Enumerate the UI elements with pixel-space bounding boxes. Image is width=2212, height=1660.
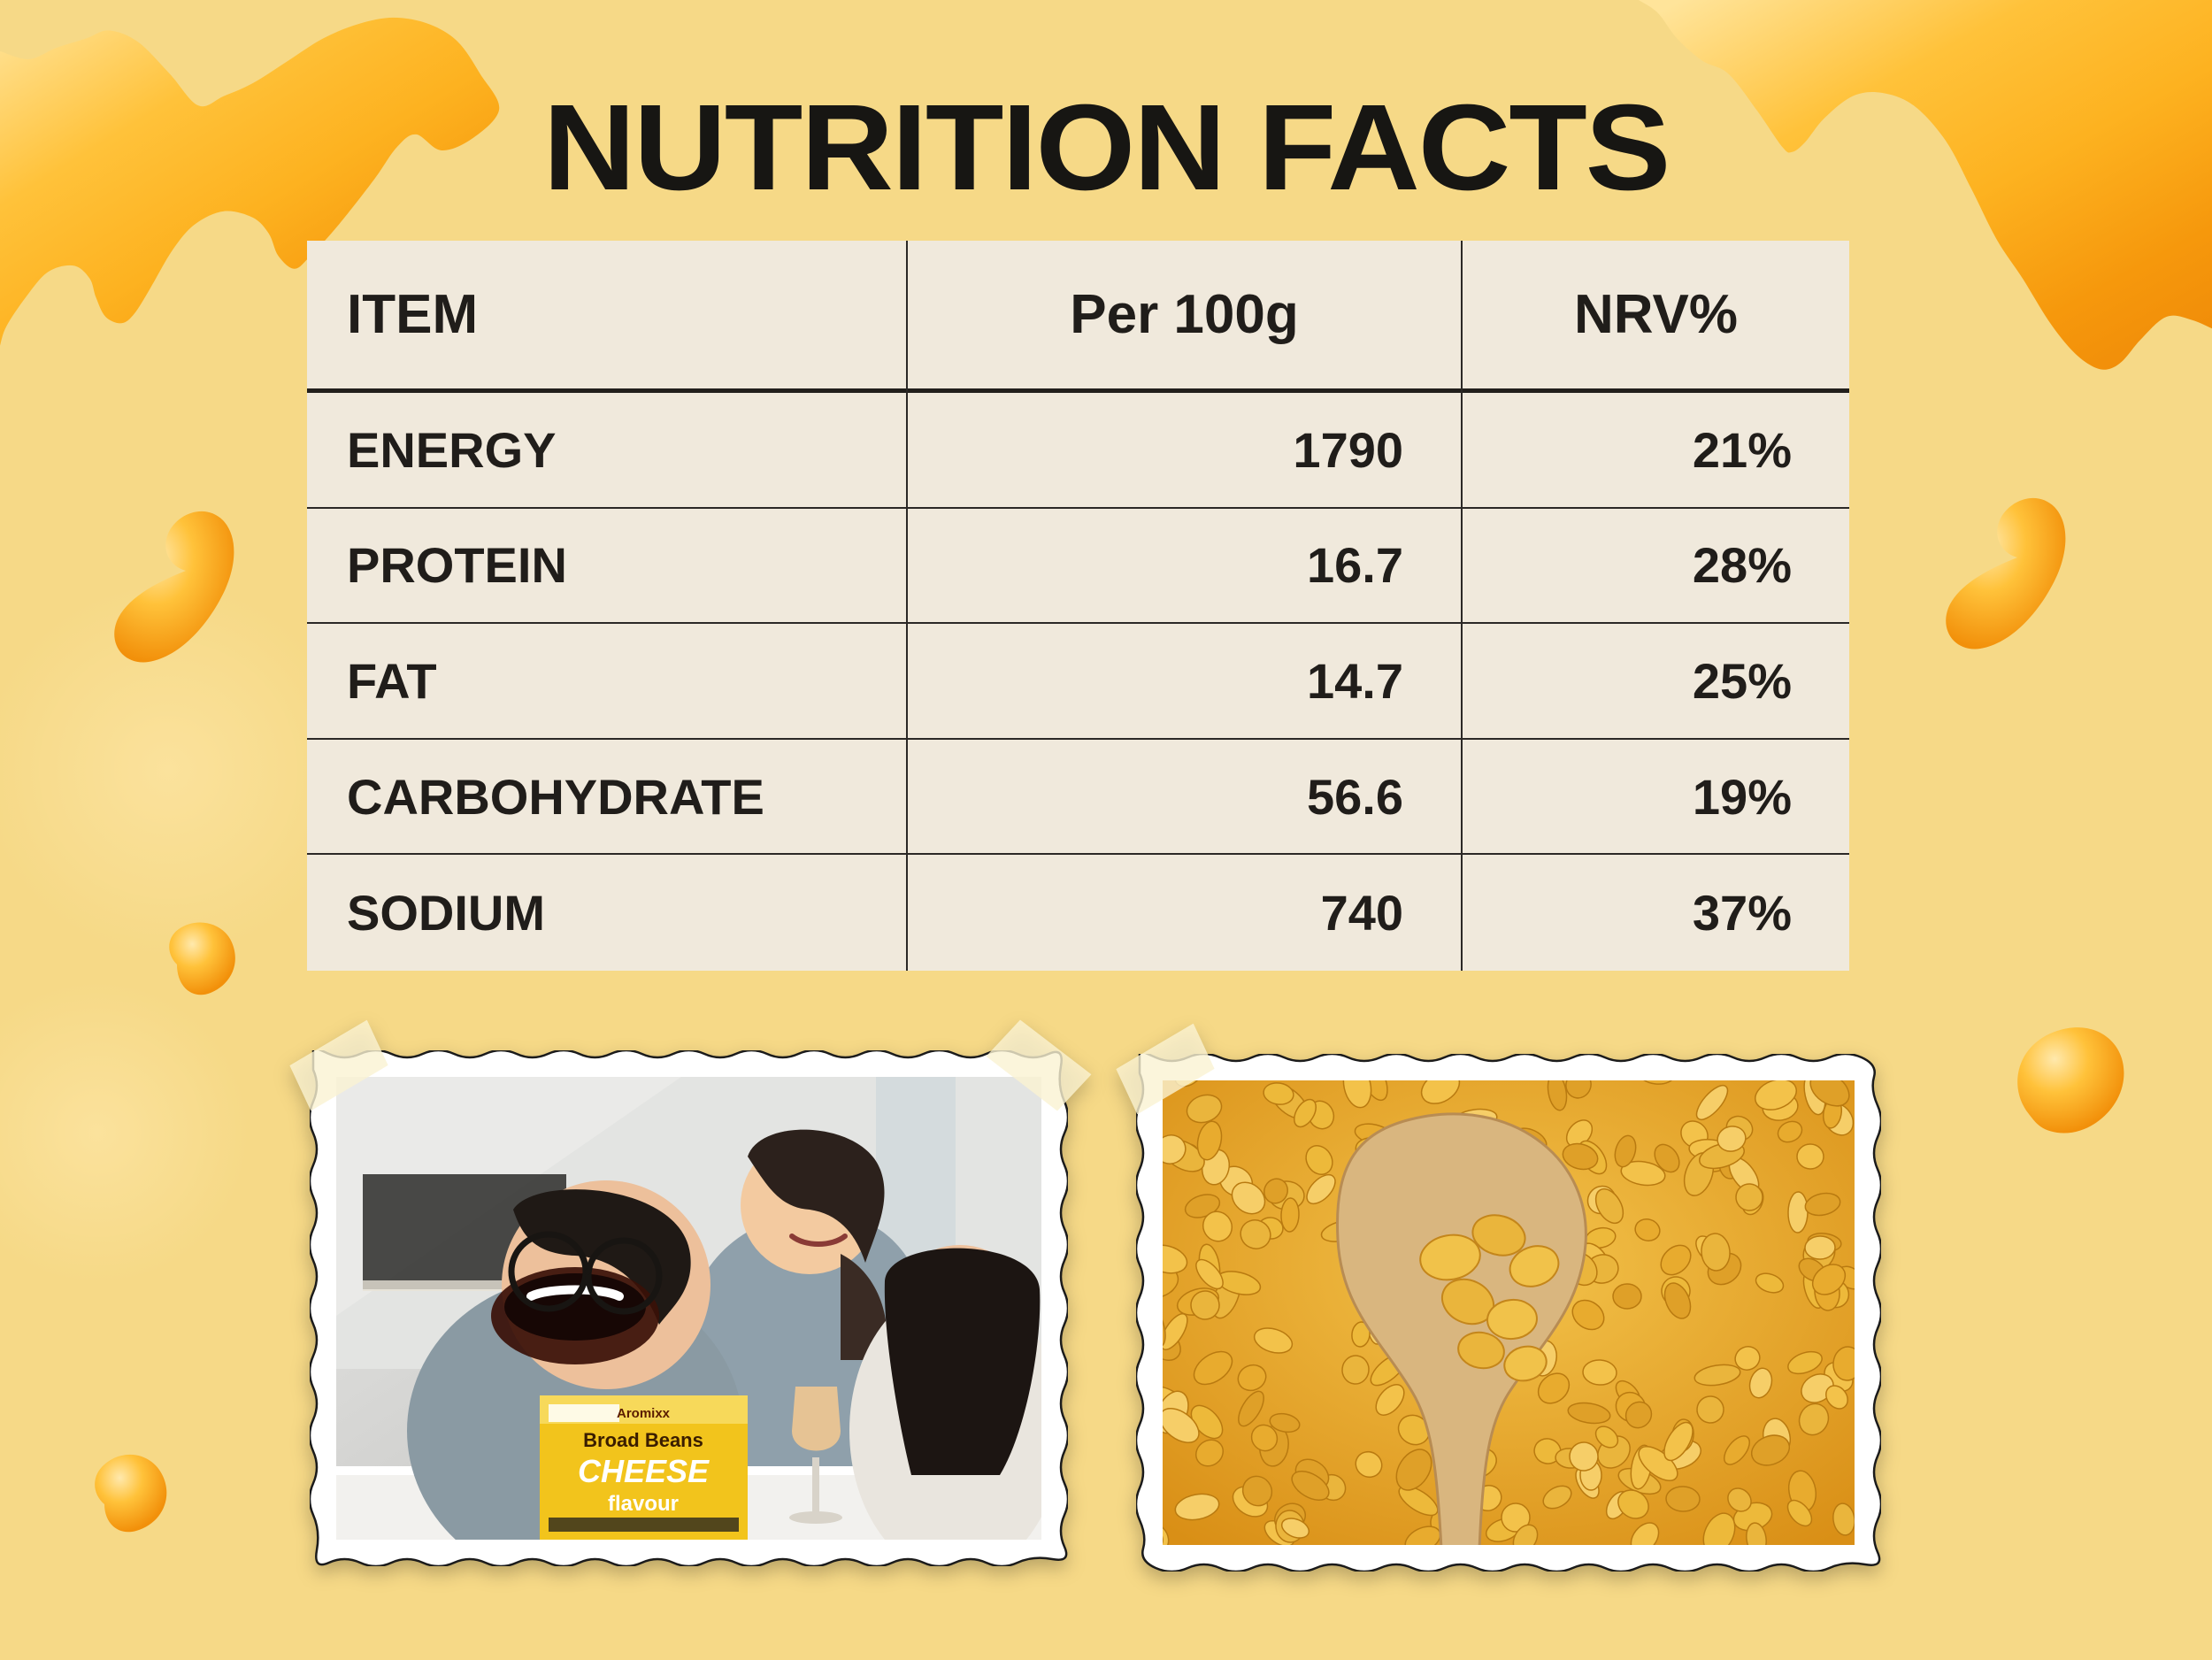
- svg-text:Aromixx: Aromixx: [617, 1406, 671, 1421]
- svg-text:flavour: flavour: [608, 1492, 679, 1516]
- svg-text:CHEESE: CHEESE: [578, 1453, 710, 1489]
- svg-text:Broad Beans: Broad Beans: [583, 1429, 703, 1451]
